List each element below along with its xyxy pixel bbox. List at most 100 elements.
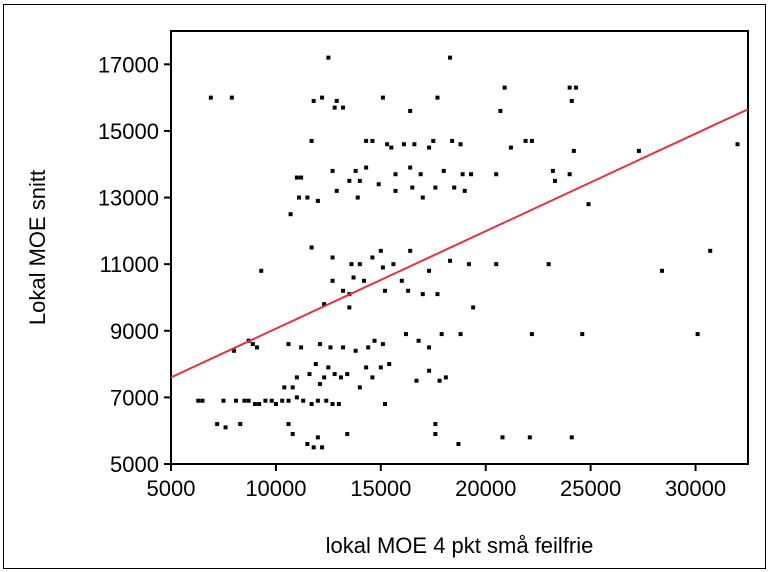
data-point — [546, 262, 551, 267]
data-point — [452, 185, 457, 190]
data-point — [529, 332, 534, 337]
y-tick-label: 5000 — [110, 452, 159, 477]
data-point — [370, 255, 375, 260]
y-tick-label: 11000 — [99, 252, 159, 277]
data-point — [456, 442, 461, 447]
data-point — [498, 108, 503, 113]
plot-area — [170, 30, 749, 465]
data-point — [273, 402, 278, 407]
data-point — [215, 422, 220, 427]
data-point — [355, 195, 360, 200]
data-point — [376, 182, 381, 187]
x-tick-label: 20000 — [455, 476, 516, 501]
data-point — [380, 265, 385, 270]
data-point — [380, 95, 385, 100]
data-point — [414, 378, 419, 383]
data-point — [364, 165, 369, 170]
data-point — [345, 432, 350, 437]
data-point — [311, 445, 316, 450]
data-point — [378, 365, 383, 370]
data-point — [196, 398, 201, 403]
data-point — [427, 345, 432, 350]
data-point — [502, 85, 507, 90]
data-point — [580, 332, 585, 337]
data-point — [441, 168, 446, 173]
data-point — [332, 372, 337, 377]
data-point — [299, 175, 304, 180]
x-tick-label: 25000 — [560, 476, 621, 501]
data-point — [353, 168, 358, 173]
data-point — [299, 345, 304, 350]
data-point — [571, 148, 576, 153]
data-point — [336, 402, 341, 407]
data-point — [403, 332, 408, 337]
data-point — [427, 268, 432, 273]
data-point — [320, 445, 325, 450]
data-point — [523, 138, 528, 143]
data-point — [357, 262, 362, 267]
data-point — [460, 172, 465, 177]
data-point — [315, 198, 320, 203]
data-point — [401, 142, 406, 147]
data-point — [412, 142, 417, 147]
data-point — [330, 168, 335, 173]
data-point — [385, 142, 390, 147]
data-point — [313, 362, 318, 367]
data-point — [221, 398, 226, 403]
data-point — [659, 268, 664, 273]
data-point — [250, 342, 255, 347]
y-axis: 5000 7000 9000 11000 13000 15000 17000 — [98, 52, 171, 477]
data-point — [416, 338, 421, 343]
data-point — [418, 172, 423, 177]
data-point — [443, 375, 448, 380]
data-point — [309, 245, 314, 250]
data-point — [494, 262, 499, 267]
data-point — [427, 368, 432, 373]
data-point — [469, 172, 474, 177]
data-point — [290, 385, 295, 390]
data-point — [439, 332, 444, 337]
data-point — [341, 105, 346, 110]
data-point — [305, 442, 310, 447]
y-axis-title: Lokal MOE snitt — [25, 170, 50, 325]
data-point — [357, 178, 362, 183]
data-point — [500, 435, 505, 440]
data-point — [435, 95, 440, 100]
data-point — [450, 138, 455, 143]
data-point — [309, 138, 314, 143]
data-point — [708, 248, 713, 253]
data-point — [433, 432, 438, 437]
data-point — [408, 248, 413, 253]
data-point — [636, 148, 641, 153]
data-point — [466, 262, 471, 267]
data-point — [406, 288, 411, 293]
data-point — [341, 345, 346, 350]
data-point — [494, 172, 499, 177]
data-point — [448, 55, 453, 60]
data-point — [372, 338, 377, 343]
data-point — [569, 435, 574, 440]
data-point — [389, 145, 394, 150]
data-point — [353, 348, 358, 353]
data-point — [410, 185, 415, 190]
data-point — [366, 345, 371, 350]
data-point — [433, 422, 438, 427]
data-point — [435, 292, 440, 297]
data-point — [362, 278, 367, 283]
data-point — [383, 288, 388, 293]
data-point — [294, 175, 299, 180]
data-point — [370, 138, 375, 143]
data-point — [427, 145, 432, 150]
data-point — [345, 372, 350, 377]
data-point — [330, 278, 335, 283]
data-point — [387, 362, 392, 367]
data-point — [420, 195, 425, 200]
data-point — [508, 145, 513, 150]
data-point — [286, 422, 291, 427]
data-points — [196, 55, 740, 450]
y-tick-label: 13000 — [98, 186, 159, 211]
data-point — [341, 288, 346, 293]
data-point — [200, 398, 205, 403]
data-point — [431, 138, 436, 143]
data-point — [334, 98, 339, 103]
